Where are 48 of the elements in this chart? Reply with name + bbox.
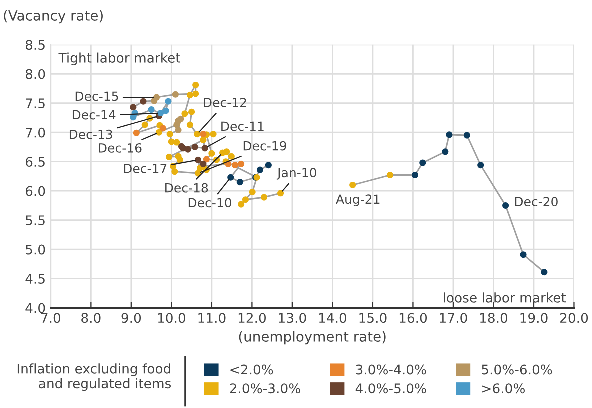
annotation: Jan-10 <box>276 168 316 180</box>
x-tick-label: 20.0 <box>560 313 588 324</box>
legend-label: 5.0%-6.0% <box>482 364 552 375</box>
x-tick-label: 18.0 <box>480 313 508 324</box>
annotation: Dec-12 <box>204 98 246 108</box>
annotation: loose labor market <box>444 292 566 303</box>
x-tick-label: 13.0 <box>279 313 306 324</box>
x-tick-label: 15.0 <box>360 313 387 324</box>
annotation: Dec-14 <box>72 110 116 120</box>
annotation: Dec-18 <box>166 183 208 193</box>
annotation: Dec-10 <box>188 198 232 208</box>
x-tick-label: 8.0 <box>82 313 101 324</box>
x-tick-label: 19.0 <box>520 313 548 324</box>
y-tick-label: 4.5 <box>26 274 45 284</box>
y-tick-label: 8.5 <box>26 40 45 50</box>
annotation: Dec-16 <box>99 143 142 153</box>
y-tick-label: 5.5 <box>26 216 45 226</box>
annotation: Tight labor market <box>58 52 180 66</box>
y-axis-title: (Vacancy rate) <box>4 10 103 24</box>
x-tick-label: 7.0 <box>42 313 61 324</box>
x-tick-label: 12.0 <box>238 313 266 324</box>
legend-label: <2.0% <box>230 364 274 375</box>
x-axis-title: (unemployment rate) <box>239 331 386 345</box>
annotation: Dec-11 <box>222 122 264 132</box>
y-tick-label: 7.0 <box>26 128 46 138</box>
x-tick-label: 17.0 <box>440 313 468 324</box>
y-tick-label: 4.0 <box>26 303 46 314</box>
annotation: Dec-19 <box>244 141 286 151</box>
x-tick-label: 10.0 <box>158 313 186 324</box>
legend-label: 4.0%-5.0% <box>356 384 426 394</box>
x-tick-label: 16.0 <box>400 313 428 324</box>
legend-title: Inflation excluding food and regulated items <box>18 364 172 392</box>
annotation: Dec-13 <box>70 130 112 140</box>
legend-label: 2.0%-3.0% <box>230 384 300 394</box>
annotation: Dec-17 <box>124 164 167 174</box>
annotation: Aug-21 <box>336 194 380 207</box>
annotation: Dec-15 <box>76 92 118 102</box>
annotation: Dec-20 <box>515 197 558 207</box>
x-tick-label: 9.0 <box>122 313 142 324</box>
y-tick-label: 8.0 <box>26 69 46 80</box>
y-tick-label: 5.0 <box>26 244 46 255</box>
x-tick-label: 11.0 <box>198 313 226 324</box>
legend-label: >6.0% <box>482 384 525 394</box>
y-tick-label: 7.5 <box>26 98 45 109</box>
y-tick-label: 6.5 <box>26 157 45 168</box>
legend-label: 3.0%-4.0% <box>356 364 426 375</box>
x-tick-label: 14.0 <box>319 313 347 324</box>
y-tick-label: 6.0 <box>26 186 46 196</box>
